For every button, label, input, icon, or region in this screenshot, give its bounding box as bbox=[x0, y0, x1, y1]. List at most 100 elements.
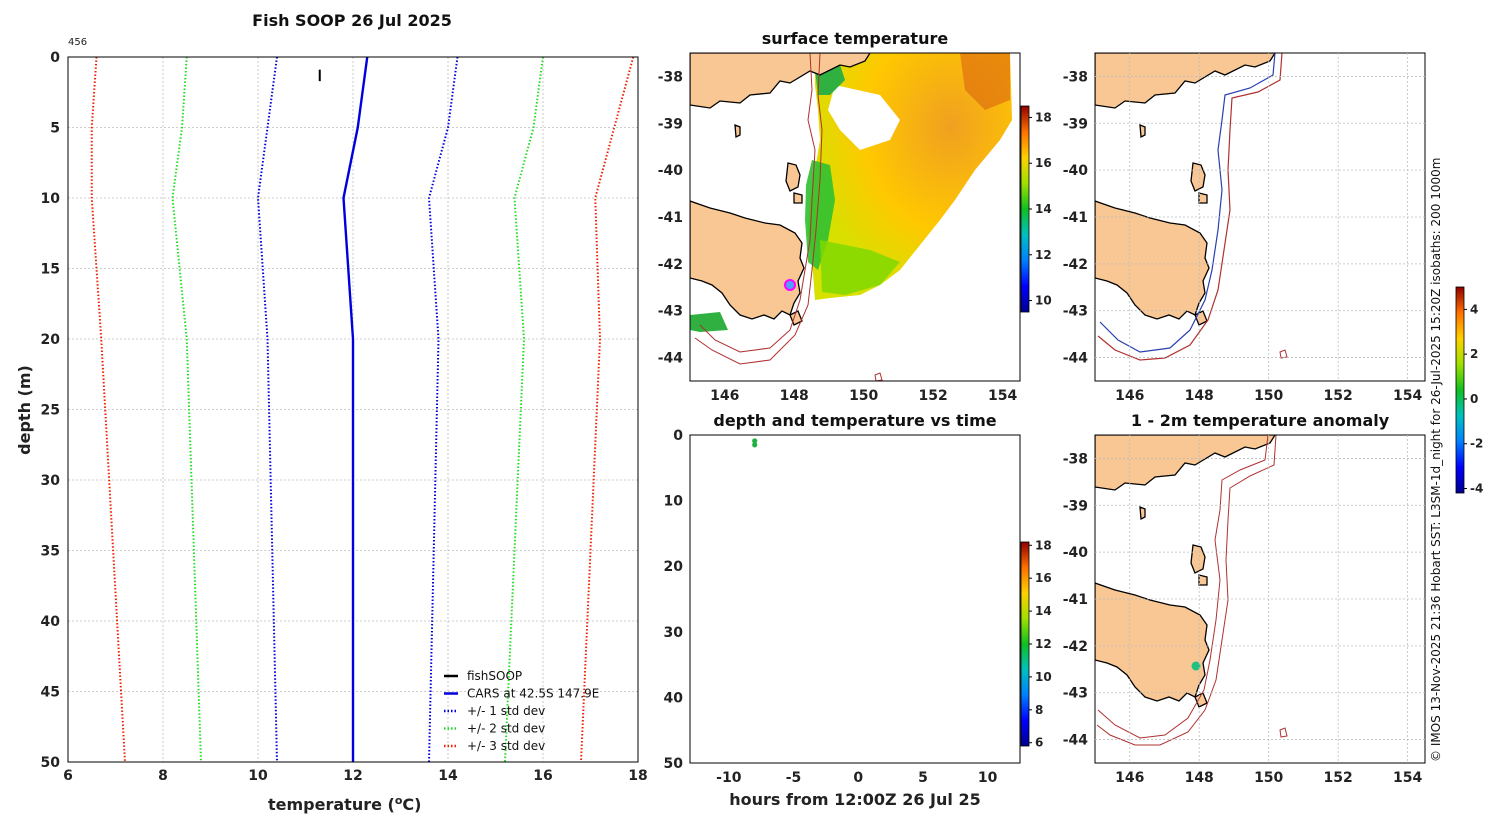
colorbar-tick-label: 10 bbox=[1035, 670, 1052, 684]
colorbar-tick-label: 14 bbox=[1035, 202, 1052, 216]
sst-warm-corner bbox=[960, 53, 1010, 110]
map-lon-label: 148 bbox=[1185, 388, 1214, 404]
map-lon-label: 146 bbox=[1115, 388, 1144, 404]
legend-label: +/- 3 std dev bbox=[467, 739, 545, 753]
depth-time-xtick-label: 10 bbox=[978, 770, 998, 786]
profile-xtick-label: 16 bbox=[533, 768, 552, 784]
profile-series-line bbox=[580, 56, 635, 763]
profile-ytick-label: 40 bbox=[41, 614, 61, 630]
legend-label: +/- 2 std dev bbox=[467, 722, 545, 736]
profile-legend: fishSOOP CARS at 42.5S 147.9E +/- 1 std de… bbox=[444, 669, 599, 753]
profile-ytick-label: 15 bbox=[41, 262, 60, 278]
profile-series-line bbox=[342, 56, 369, 762]
sst-map-body bbox=[690, 53, 1020, 381]
anomaly-map-panel: 1 - 2m temperature anomaly 146 148 150 152 1… bbox=[1063, 286, 1483, 786]
depth-time-panel: depth and temperature vs time -10 -5 0 5 10 0… bbox=[664, 411, 1052, 809]
colorbar-tick-label: 4 bbox=[1470, 302, 1478, 316]
profile-xtick-label: 8 bbox=[158, 768, 168, 784]
colorbar-tick-label: 14 bbox=[1035, 604, 1052, 618]
depth-time-xtick-label: 5 bbox=[918, 770, 928, 786]
anomaly-location-marker bbox=[1191, 661, 1201, 671]
map-lat-label: -41 bbox=[658, 210, 683, 226]
anomaly-colorbar-ticks: -4 -2 0 2 4 bbox=[1464, 302, 1483, 496]
map-lon-label: 150 bbox=[1254, 770, 1283, 786]
isobath-map-panel: 146 148 150 152 154 -38 -39 -40 -41 -42 -43 -44 bbox=[1063, 52, 1426, 404]
map-lat-label: -42 bbox=[1063, 639, 1088, 655]
map-lat-label: -43 bbox=[1063, 304, 1088, 320]
colorbar-tick-label: -4 bbox=[1470, 482, 1483, 496]
profile-ytick-label: 30 bbox=[41, 473, 61, 489]
depth-time-colorbar-ticks: 6 8 10 12 14 16 18 bbox=[1029, 538, 1052, 750]
colorbar-tick-label: 6 bbox=[1035, 736, 1043, 750]
map-lat-label: -43 bbox=[1063, 686, 1088, 702]
sst-location-marker bbox=[784, 279, 796, 291]
map-lat-label: -38 bbox=[1063, 451, 1088, 467]
sst-map-title: surface temperature bbox=[762, 29, 949, 48]
depth-time-ytick-label: 10 bbox=[664, 494, 684, 510]
map-lon-label: 146 bbox=[1115, 770, 1144, 786]
colorbar-tick-label: 18 bbox=[1035, 110, 1052, 124]
map-lat-label: -38 bbox=[658, 69, 683, 85]
map-lon-label: 152 bbox=[919, 388, 948, 404]
legend-label: CARS at 42.5S 147.9E bbox=[467, 687, 599, 701]
colorbar-tick-label: 2 bbox=[1470, 347, 1478, 361]
depth-time-ticks: -10 -5 0 5 10 0 10 20 30 40 50 bbox=[664, 428, 998, 786]
depth-time-ytick-label: 30 bbox=[664, 625, 684, 641]
map-lat-label: -40 bbox=[1063, 545, 1089, 561]
profile-ytick-label: 25 bbox=[41, 403, 60, 419]
depth-time-ytick-label: 20 bbox=[664, 559, 684, 575]
profile-series-line bbox=[171, 56, 202, 763]
colorbar-tick-label: 0 bbox=[1470, 392, 1478, 406]
profile-xtick-label: 18 bbox=[628, 768, 647, 784]
map-lat-label: -44 bbox=[1063, 733, 1089, 749]
anomaly-map-title: 1 - 2m temperature anomaly bbox=[1131, 411, 1390, 430]
profile-xtick-label: 10 bbox=[248, 768, 268, 784]
profile-ylabel: depth (m) bbox=[15, 365, 34, 455]
depth-time-point bbox=[752, 438, 758, 444]
map-lat-label: -43 bbox=[658, 304, 683, 320]
profile-title: Fish SOOP 26 Jul 2025 bbox=[252, 11, 452, 30]
depth-time-title: depth and temperature vs time bbox=[713, 411, 996, 430]
profile-frame bbox=[67, 56, 639, 763]
map-lon-label: 152 bbox=[1324, 388, 1353, 404]
profile-series-line bbox=[90, 56, 126, 763]
map-lon-label: 146 bbox=[710, 388, 739, 404]
depth-time-xlabel: hours from 12:00Z 26 Jul 25 bbox=[729, 790, 980, 809]
map-lat-label: -41 bbox=[1063, 592, 1088, 608]
sst-bass-patch bbox=[690, 312, 728, 332]
depth-time-point bbox=[752, 442, 758, 448]
credit-text: © IMOS 13-Nov-2025 21:36 Hobart SST: L3S… bbox=[1429, 158, 1443, 762]
sst-map-panel: surface temperature 146 148 150 152 154 -38 -3… bbox=[658, 29, 1052, 404]
profile-ytick-label: 5 bbox=[50, 121, 60, 137]
anomaly-colorbar bbox=[1455, 286, 1465, 494]
profile-xlabel: temperature (oC) bbox=[268, 794, 421, 814]
map-lat-label: -39 bbox=[1063, 116, 1088, 132]
depth-time-ytick-label: 0 bbox=[673, 428, 683, 444]
sst-map-ticks: 146 148 150 152 154 -38 -39 -40 -41 -42 -43 -44 bbox=[658, 69, 1018, 404]
map-lat-label: -42 bbox=[1063, 257, 1088, 273]
map-lat-label: -44 bbox=[658, 351, 684, 367]
map-lat-label: -41 bbox=[1063, 210, 1088, 226]
map-lon-label: 154 bbox=[1393, 770, 1422, 786]
profile-series-line bbox=[427, 56, 459, 763]
map-lon-label: 150 bbox=[1254, 388, 1283, 404]
sst-colorbar bbox=[1020, 105, 1030, 313]
profile-xtick-label: 14 bbox=[438, 768, 458, 784]
depth-time-frame bbox=[689, 434, 1021, 764]
isobath-1000m bbox=[1097, 53, 1283, 361]
depth-time-xtick-label: -5 bbox=[786, 770, 802, 786]
profile-panel: Fish SOOP 26 Jul 2025 456 6 8 10 12 14 16 18 0 5… bbox=[15, 11, 648, 814]
profile-ytick-label: 0 bbox=[50, 50, 60, 66]
sst-cloud-gap bbox=[828, 85, 900, 150]
sst-green-patch bbox=[820, 240, 900, 295]
sst-colorbar-ticks: 10 12 14 16 18 bbox=[1029, 110, 1052, 308]
map-lon-label: 150 bbox=[849, 388, 878, 404]
map-lat-label: -40 bbox=[1063, 163, 1089, 179]
map-lon-label: 148 bbox=[1185, 770, 1214, 786]
map-lat-label: -42 bbox=[658, 257, 683, 273]
profile-ticks: 6 8 10 12 14 16 18 0 5 10 15 20 25 30 35 40 45 50 bbox=[41, 50, 648, 784]
sst-map-frame bbox=[689, 52, 1021, 382]
profile-ytick-label: 35 bbox=[41, 544, 60, 560]
map-lat-label: -44 bbox=[1063, 351, 1089, 367]
